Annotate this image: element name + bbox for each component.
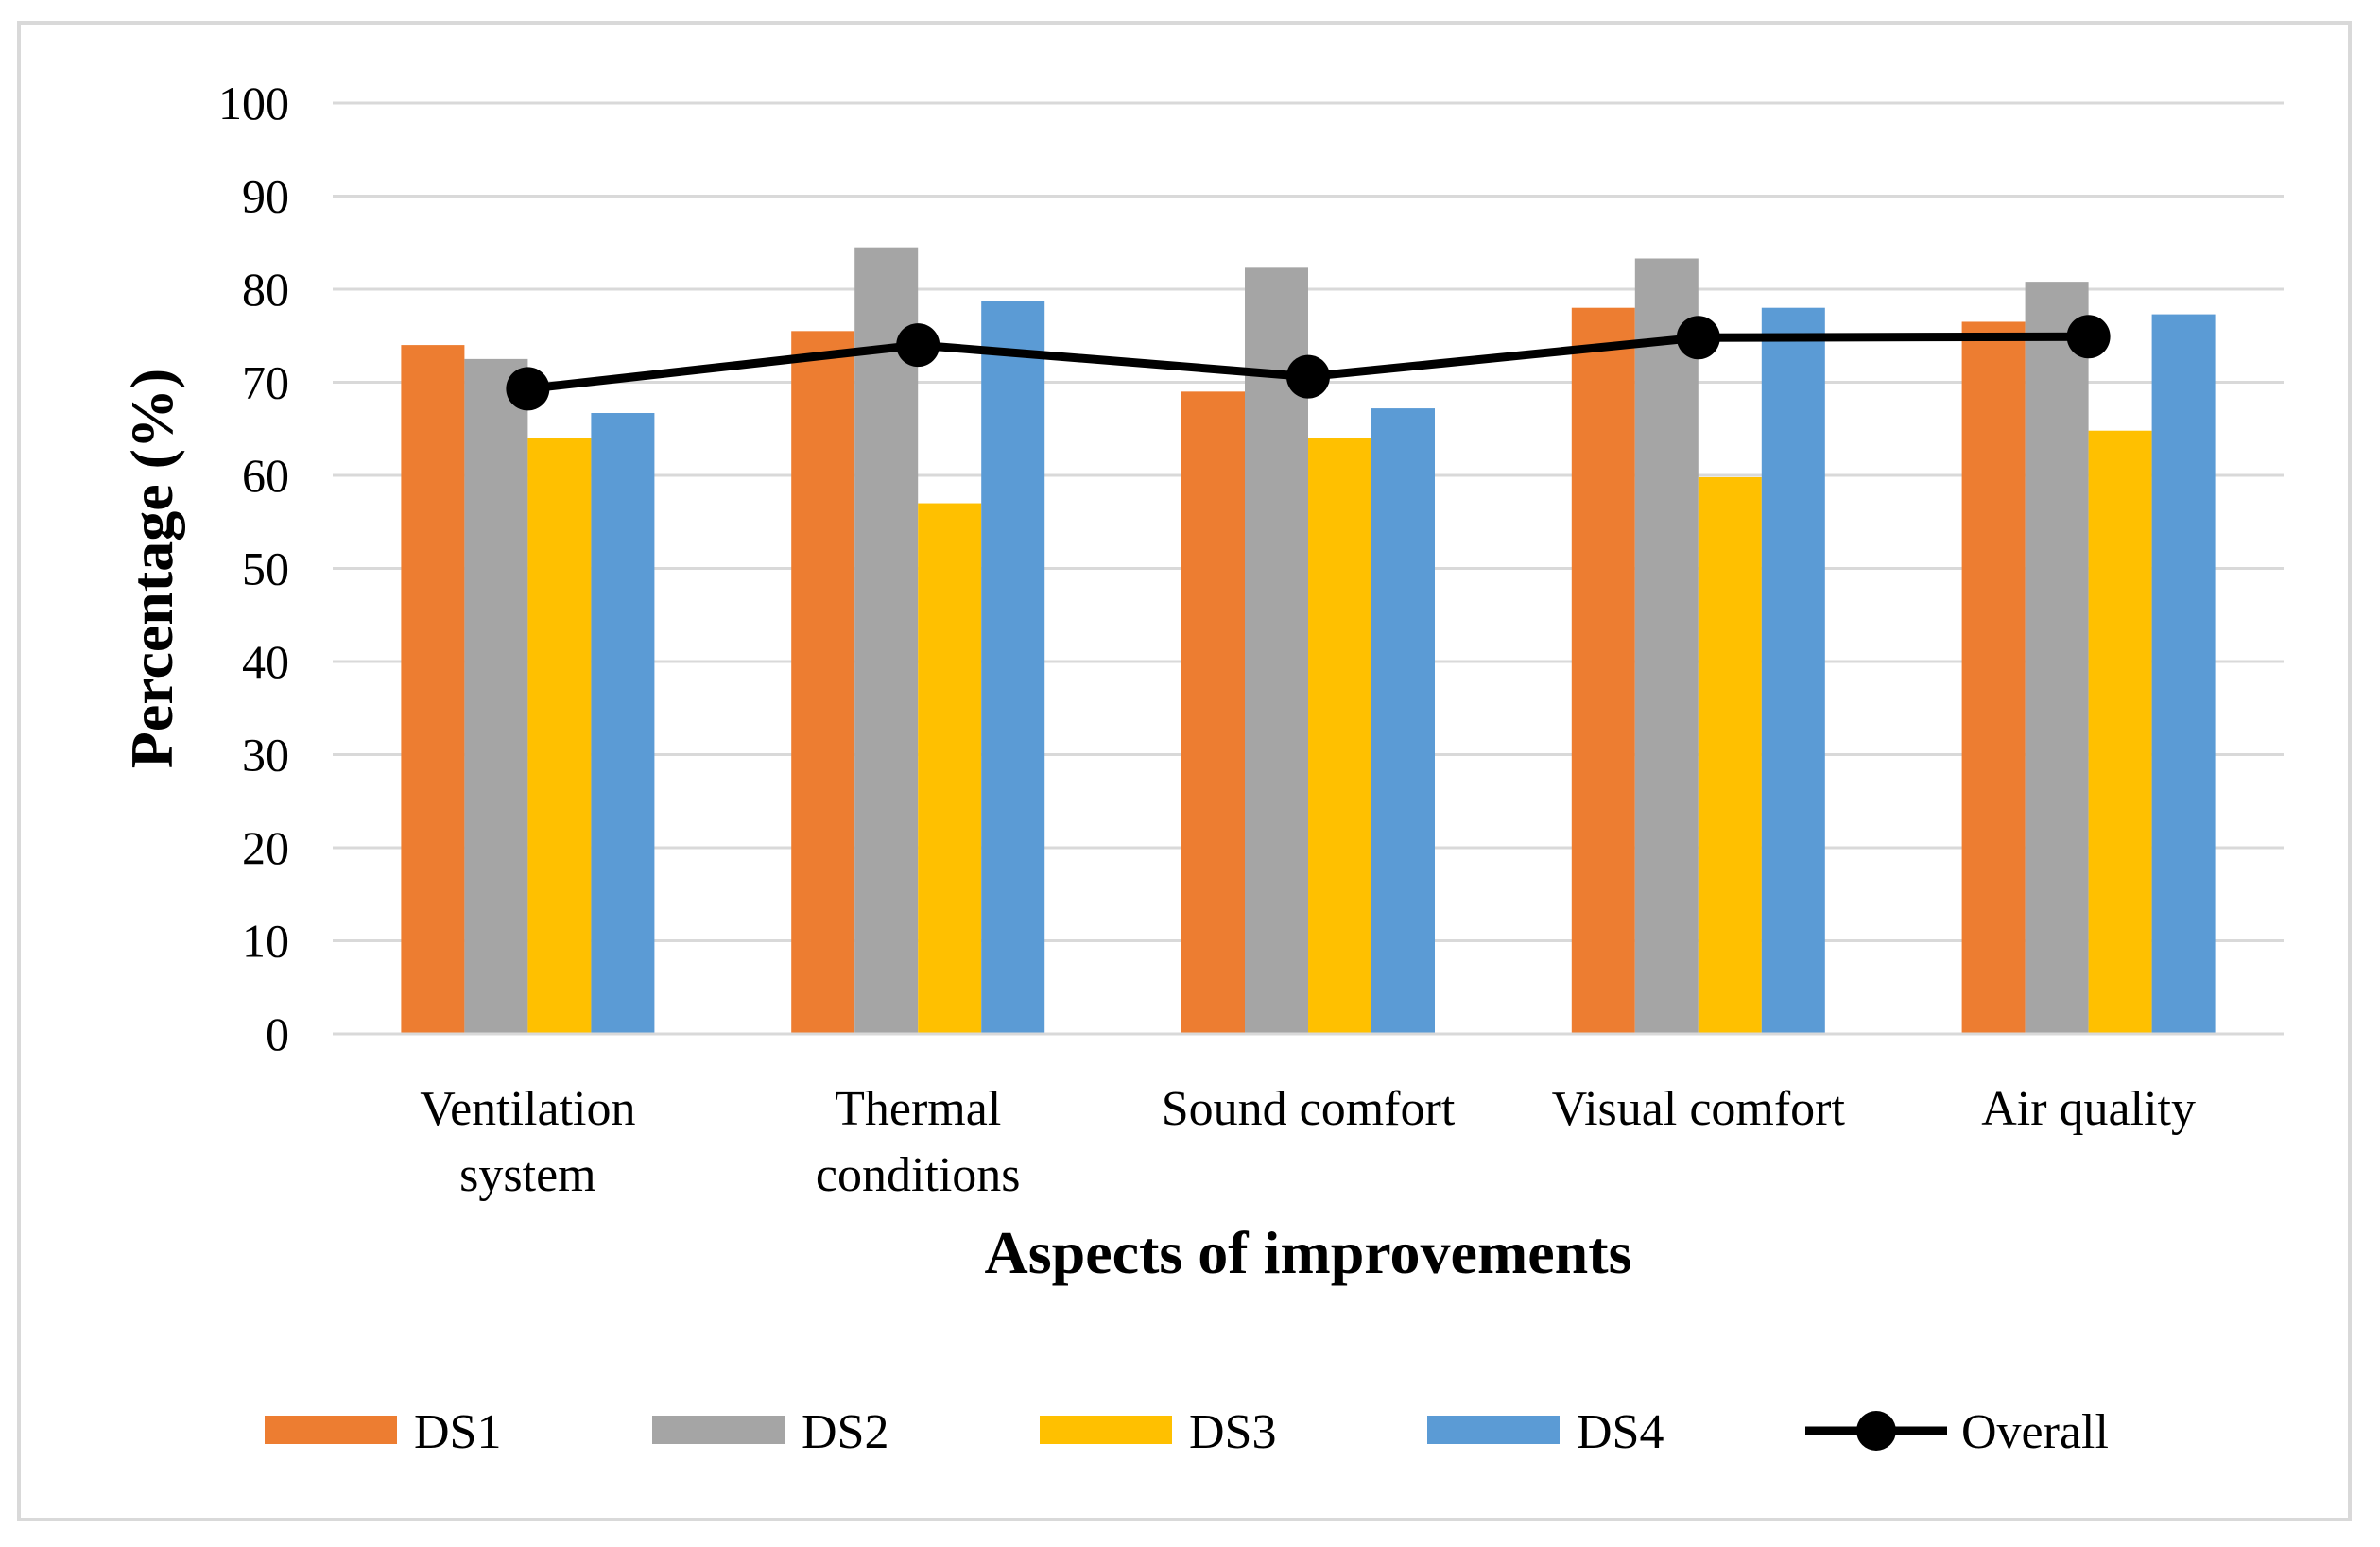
- legend-swatch: [1427, 1416, 1560, 1444]
- x-tick-label: Sound comfort: [1162, 1082, 1456, 1136]
- y-tick-label: 60: [242, 449, 289, 502]
- bars: [401, 247, 2216, 1035]
- overall-line-series: [506, 315, 2111, 411]
- bar-ds1-1: [791, 331, 855, 1034]
- chart-frame: 0 10 20 30 40 50 60 70 80 90 100 Ventilation system…: [17, 21, 2352, 1521]
- y-tick-label: 0: [266, 1007, 289, 1060]
- x-tick-label-line: Visual comfort: [1552, 1082, 1846, 1136]
- x-tick-label-line: Air quality: [1981, 1082, 2196, 1136]
- bar-ds2-4: [2025, 282, 2089, 1034]
- y-tick-label: 50: [242, 542, 289, 595]
- y-tick-label: 30: [242, 729, 289, 782]
- legend-swatch: [265, 1416, 397, 1444]
- x-tick-label: Thermal conditions: [816, 1082, 1021, 1202]
- legend-label: Overall: [1961, 1405, 2109, 1459]
- legend-label: DS4: [1577, 1405, 1664, 1459]
- x-axis-title: Aspects of improvements: [985, 1219, 1632, 1286]
- bar-ds1-4: [1961, 321, 2026, 1035]
- x-tick-label-line: conditions: [816, 1148, 1021, 1202]
- legend-item-ds3: DS3: [1040, 1405, 1276, 1459]
- y-tick-label: 90: [242, 170, 289, 223]
- chart-svg: 0 10 20 30 40 50 60 70 80 90 100 Ventilation system…: [118, 77, 2284, 1459]
- legend: DS1 DS2 DS3 DS4 Overall: [265, 1405, 2109, 1459]
- bar-ds2-1: [854, 247, 919, 1034]
- legend-item-ds1: DS1: [265, 1405, 501, 1459]
- overall-point-4: [2066, 315, 2111, 359]
- overall-point-0: [506, 367, 550, 411]
- legend-swatch: [1040, 1416, 1172, 1444]
- legend-swatch-marker: [1856, 1411, 1896, 1451]
- bar-ds3-4: [2088, 430, 2152, 1035]
- bar-ds3-0: [527, 438, 592, 1035]
- legend-item-overall: Overall: [1805, 1405, 2109, 1459]
- bar-ds1-3: [1571, 307, 1635, 1034]
- bar-ds4-0: [591, 413, 655, 1034]
- bar-ds3-2: [1308, 438, 1371, 1035]
- legend-item-ds2: DS2: [652, 1405, 888, 1459]
- bar-ds3-3: [1698, 476, 1762, 1035]
- overall-point-1: [896, 323, 940, 368]
- legend-swatch: [652, 1416, 785, 1444]
- x-axis-ticks: Ventilation system Thermal conditions Sound …: [420, 1082, 2196, 1202]
- y-tick-label: 80: [242, 263, 289, 316]
- bar-ds2-3: [1634, 258, 1699, 1034]
- legend-label: DS3: [1189, 1405, 1276, 1459]
- y-tick-label: 40: [242, 635, 289, 688]
- x-tick-label-line: Thermal: [835, 1082, 1001, 1136]
- y-axis-ticks: 0 10 20 30 40 50 60 70 80 90 100: [218, 77, 289, 1060]
- bar-ds1-2: [1181, 391, 1245, 1035]
- x-tick-label-line: system: [459, 1148, 595, 1202]
- x-tick-label: Visual comfort: [1552, 1082, 1846, 1136]
- x-tick-label-line: Sound comfort: [1162, 1082, 1456, 1136]
- overall-point-3: [1676, 316, 1720, 360]
- bar-ds1-0: [401, 345, 465, 1035]
- legend-item-ds4: DS4: [1427, 1405, 1664, 1459]
- bar-ds2-0: [464, 358, 528, 1034]
- bar-ds4-4: [2151, 314, 2216, 1035]
- overall-point-2: [1286, 354, 1330, 399]
- x-tick-label: Ventilation system: [420, 1082, 635, 1202]
- legend-label: DS2: [802, 1405, 888, 1459]
- bar-ds4-2: [1371, 408, 1435, 1035]
- y-tick-label: 20: [242, 821, 289, 874]
- bar-ds4-3: [1761, 307, 1825, 1034]
- bar-ds3-1: [918, 503, 982, 1034]
- y-axis-title: Percentage (%): [118, 369, 185, 769]
- y-tick-label: 10: [242, 915, 289, 968]
- y-tick-label: 100: [218, 77, 289, 129]
- x-tick-label-line: Ventilation: [420, 1082, 635, 1136]
- y-tick-label: 70: [242, 356, 289, 409]
- x-tick-label: Air quality: [1981, 1082, 2196, 1136]
- bar-ds4-1: [981, 301, 1045, 1034]
- legend-label: DS1: [414, 1405, 501, 1459]
